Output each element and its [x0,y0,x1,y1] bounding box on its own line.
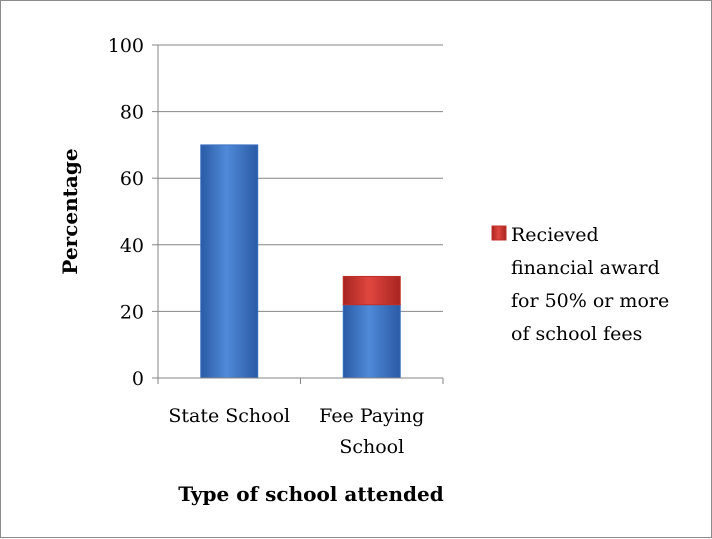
y-tick-label: 0 [132,368,144,390]
legend-label: of school fees [511,323,642,345]
y-tick-label: 100 [108,35,144,57]
legend-label: Recieved [511,224,599,246]
x-category-label: State School [168,405,290,427]
x-axis-title: Type of school attended [178,482,444,506]
y-axis-title: Percentage [58,148,82,274]
bar-segment-award-2 [342,275,401,306]
legend-swatch [491,225,507,241]
bar-segment-base-2 [342,304,401,379]
x-category-label: School [339,436,404,458]
label-layer: 0 20 40 60 80 100 State School Fee Paying School… [58,35,444,506]
axis-layer [152,44,444,384]
y-tick-label: 40 [120,235,144,257]
x-category-label: Fee Paying [319,405,424,427]
bar-segment-base-1 [200,144,259,379]
legend: Recieved financial award for 50% or more of… [491,224,669,345]
y-tick-label: 60 [120,168,144,190]
legend-label: financial award [511,257,660,279]
legend-label: for 50% or more [511,290,669,312]
bars-layer [200,144,401,379]
y-tick-label: 80 [120,102,144,124]
y-tick-label: 20 [120,301,144,323]
